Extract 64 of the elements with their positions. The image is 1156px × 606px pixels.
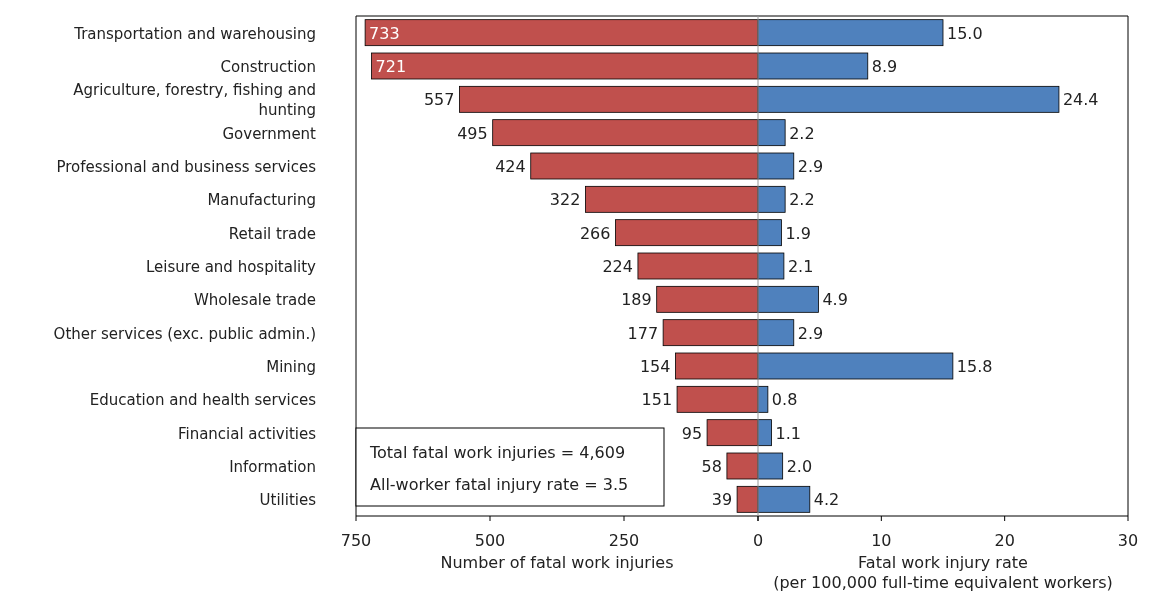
bar	[757, 152, 795, 180]
data-label: 15.0	[947, 23, 983, 43]
x-tick-label: 0	[752, 531, 764, 550]
data-label: 1.1	[775, 423, 802, 443]
data-label: 2.0	[786, 457, 813, 476]
data-label: 224	[602, 257, 633, 276]
data-label: 495	[457, 123, 488, 143]
x-axis-title: Fatal work injury rate (per 100,000 full-time equivalent workers)	[773, 553, 1113, 592]
data-label: 39	[711, 490, 733, 510]
y-tick-label: Construction	[220, 58, 316, 76]
annotation: All-worker fatal injury rate = 3.5	[370, 475, 629, 494]
bar	[757, 419, 772, 447]
data-label: 95	[681, 423, 703, 443]
x-tick-label: 30	[1117, 531, 1139, 550]
y-tick-label: Transportation and warehousing	[73, 24, 316, 43]
data-label: 154	[639, 357, 671, 376]
y-tick-label: Manufacturing	[207, 191, 316, 210]
bar	[757, 119, 786, 147]
data-label: 2.2	[789, 190, 815, 210]
y-tick-label: Agriculture, forestry, fishing and hunting	[73, 81, 316, 120]
data-label: 2.2	[789, 123, 815, 143]
data-label: 189	[621, 290, 652, 310]
data-label: 1.9	[785, 223, 811, 243]
x-axis-title: Number of fatal work injuries	[440, 553, 674, 572]
data-label: 2.1	[787, 257, 814, 276]
y-tick-label: Leisure and hospitality	[146, 258, 317, 276]
data-label: 151	[641, 390, 673, 410]
data-label: 2.9	[797, 157, 824, 176]
y-tick-label: Information	[229, 458, 316, 476]
data-label: 24.4	[1062, 90, 1099, 110]
data-label: 15.8	[956, 357, 993, 376]
y-tick-label: Utilities	[259, 491, 317, 510]
y-tick-label: Professional and business services	[56, 158, 317, 176]
bar	[757, 52, 869, 80]
y-tick-label: Wholesale trade	[193, 291, 316, 310]
data-label: 721	[375, 57, 407, 76]
data-label: 4.2	[813, 490, 840, 510]
bar	[757, 385, 769, 413]
data-label: 0.8	[771, 390, 798, 410]
data-label: 424	[495, 157, 526, 176]
data-label: 733	[369, 23, 400, 43]
y-tick-label: Education and health services	[89, 391, 317, 410]
data-label: 322	[549, 190, 581, 210]
y-tick-label: Other services (exc. public admin.)	[53, 324, 316, 343]
x-tick-label: 20	[994, 531, 1015, 550]
data-label: 266	[579, 223, 611, 243]
y-tick-label: Mining	[266, 358, 316, 376]
data-label: 177	[627, 323, 659, 343]
annotation: Total fatal work injuries = 4,609	[369, 443, 626, 462]
bar	[757, 219, 782, 247]
y-tick-label: Retail trade	[228, 224, 316, 243]
x-tick-label: 750	[340, 531, 372, 550]
x-tick-label: 10	[871, 531, 892, 550]
y-tick-label: Government	[222, 124, 317, 143]
data-label: 2.9	[797, 323, 824, 343]
data-label: 58	[701, 457, 722, 476]
x-tick-label: 250	[608, 531, 640, 550]
y-tick-label: Financial activities	[177, 424, 317, 443]
bar	[757, 252, 785, 280]
bar	[757, 185, 786, 213]
data-label: 4.9	[822, 290, 848, 310]
x-tick-label: 500	[474, 531, 506, 550]
data-label: 8.9	[871, 57, 898, 76]
data-label: 557	[423, 90, 455, 110]
